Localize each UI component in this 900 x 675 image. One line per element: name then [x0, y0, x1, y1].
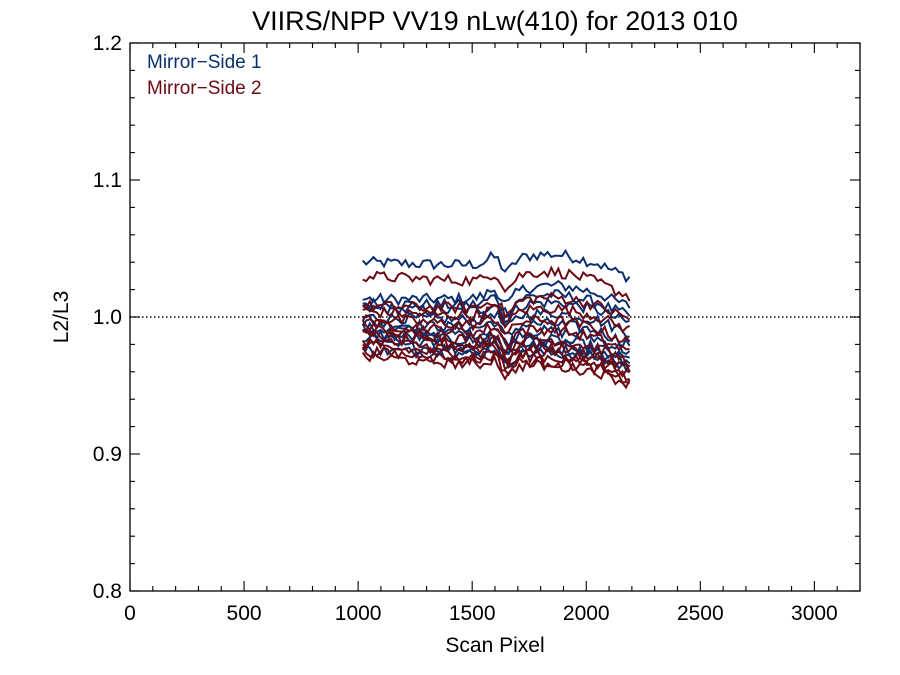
x-tick-label: 500	[227, 602, 262, 625]
series-line-side-2	[361, 345, 630, 385]
x-tick-label: 2500	[677, 602, 724, 625]
series-line-side-2	[361, 314, 631, 343]
series-line-side-1	[361, 248, 631, 284]
y-tick-label: 0.8	[93, 580, 122, 603]
series-line-side-2	[362, 265, 631, 302]
series-line-side-2	[362, 329, 631, 372]
y-tick-label: 0.9	[93, 443, 122, 466]
y-tick-label: 1.1	[93, 169, 122, 192]
legend-mirror-side-2: Mirror−Side 2	[147, 78, 262, 99]
series-line-side-1	[362, 279, 631, 309]
series-line-side-2	[361, 319, 630, 352]
x-tick-label: 2000	[563, 602, 610, 625]
y-axis-label: L2/L3	[50, 291, 73, 344]
x-tick-label: 3000	[791, 602, 838, 625]
x-axis-label: Scan Pixel	[445, 634, 544, 657]
x-tick-label: 1500	[449, 602, 496, 625]
series-line-side-1	[362, 289, 631, 319]
series-line-side-2	[361, 350, 631, 390]
chart-title: VIIRS/NPP VV19 nLw(410) for 2013 010	[252, 6, 738, 36]
ticks	[129, 42, 861, 592]
x-tick-label: 1000	[335, 602, 382, 625]
series-line-side-1	[361, 317, 631, 349]
series-line-side-2	[362, 303, 631, 334]
tick-labels: 0 500 1000 1500 2000 2500 3000 0.8 0.9 1.0 1.1 1.2	[93, 32, 838, 625]
legend-mirror-side-1: Mirror−Side 1	[147, 52, 262, 73]
series-line-side-2	[362, 325, 631, 368]
x-tick-label: 0	[124, 602, 136, 625]
plot-area	[130, 248, 860, 390]
y-tick-label: 1.2	[93, 32, 122, 55]
y-tick-label: 1.0	[93, 306, 122, 329]
